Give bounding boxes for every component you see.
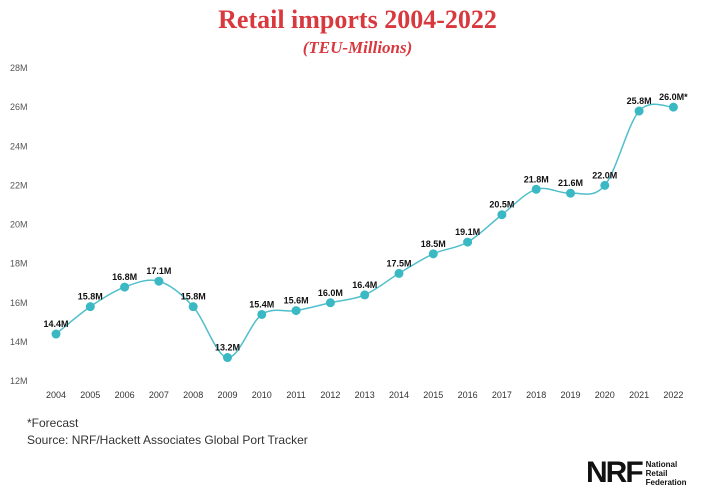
- data-point: [325, 298, 335, 308]
- data-point: [291, 306, 301, 316]
- data-label: 16.8M: [112, 272, 137, 282]
- y-tick-label: 16M: [10, 298, 28, 308]
- data-label: 15.8M: [78, 292, 103, 302]
- data-label: 14.4M: [43, 319, 68, 329]
- data-point: [85, 302, 95, 312]
- x-tick-label: 2008: [183, 390, 203, 400]
- data-label: 15.4M: [249, 299, 274, 309]
- y-tick-label: 24M: [10, 141, 28, 151]
- y-tick-label: 20M: [10, 220, 28, 230]
- nrf-logo-text: National Retail Federation: [646, 460, 687, 487]
- x-tick-label: 2013: [355, 390, 375, 400]
- x-tick-label: 2012: [320, 390, 340, 400]
- x-tick-label: 2018: [526, 390, 546, 400]
- nrf-logo-mark: NRF: [586, 456, 644, 489]
- y-tick-label: 22M: [10, 180, 28, 190]
- nrf-logo: NRF National Retail Federation: [586, 458, 687, 488]
- x-tick-label: 2010: [252, 390, 272, 400]
- data-point: [668, 102, 678, 112]
- chart-title: Retail imports 2004-2022: [218, 5, 497, 34]
- data-label: 25.8M: [627, 96, 652, 106]
- data-label: 16.4M: [352, 280, 377, 290]
- series-line: [55, 103, 674, 359]
- data-label: 17.5M: [386, 258, 411, 268]
- logo-line-3: Federation: [645, 477, 687, 487]
- data-label: 22.0M: [592, 170, 617, 180]
- data-label: 21.8M: [524, 174, 549, 184]
- x-tick-label: 2020: [595, 390, 615, 400]
- data-point: [634, 106, 644, 116]
- y-tick-label: 12M: [10, 376, 28, 386]
- data-point: [497, 210, 507, 220]
- logo-line-2: Retail: [645, 468, 668, 478]
- y-tick-label: 18M: [10, 259, 28, 269]
- x-tick-label: 2009: [217, 390, 237, 400]
- x-tick-label: 2005: [80, 390, 100, 400]
- data-point: [394, 268, 404, 278]
- data-point: [600, 180, 610, 190]
- data-label: 17.1M: [146, 266, 171, 276]
- data-point: [428, 249, 438, 259]
- data-label: 26.0M*: [659, 92, 688, 102]
- x-tick-label: 2016: [458, 390, 478, 400]
- data-point: [360, 290, 370, 300]
- source-note: Source: NRF/Hackett Associates Global Po…: [27, 433, 308, 447]
- x-tick-label: 2021: [629, 390, 649, 400]
- data-label: 19.1M: [455, 227, 480, 237]
- x-tick-label: 2011: [286, 390, 305, 400]
- data-point: [51, 329, 61, 339]
- chart-subtitle: (TEU-Millions): [302, 38, 413, 57]
- x-tick-label: 2019: [560, 390, 580, 400]
- data-point: [463, 237, 473, 247]
- x-tick-label: 2022: [663, 390, 683, 400]
- x-tick-label: 2006: [115, 390, 135, 400]
- data-point: [188, 302, 198, 312]
- data-label: 16.0M: [318, 288, 343, 298]
- x-tick-label: 2007: [149, 390, 169, 400]
- data-point: [531, 184, 541, 194]
- x-tick-label: 2015: [423, 390, 443, 400]
- forecast-footnote: *Forecast: [27, 416, 79, 430]
- data-label: 15.8M: [181, 292, 206, 302]
- data-label: 20.5M: [489, 200, 514, 210]
- data-point: [223, 353, 232, 363]
- x-tick-label: 2004: [46, 390, 66, 400]
- logo-line-1: National: [645, 459, 678, 469]
- y-tick-label: 26M: [10, 102, 28, 112]
- data-point: [566, 188, 575, 198]
- x-tick-label: 2017: [492, 390, 512, 400]
- y-tick-label: 14M: [10, 337, 28, 347]
- data-point: [120, 282, 130, 292]
- data-label: 15.6M: [284, 296, 309, 306]
- data-label: 21.6M: [558, 178, 583, 188]
- data-label: 13.2M: [215, 343, 240, 353]
- x-tick-label: 2014: [389, 390, 409, 400]
- data-point: [154, 276, 164, 286]
- y-tick-label: 28M: [10, 63, 28, 73]
- data-label: 18.5M: [421, 239, 446, 249]
- data-point: [257, 309, 267, 319]
